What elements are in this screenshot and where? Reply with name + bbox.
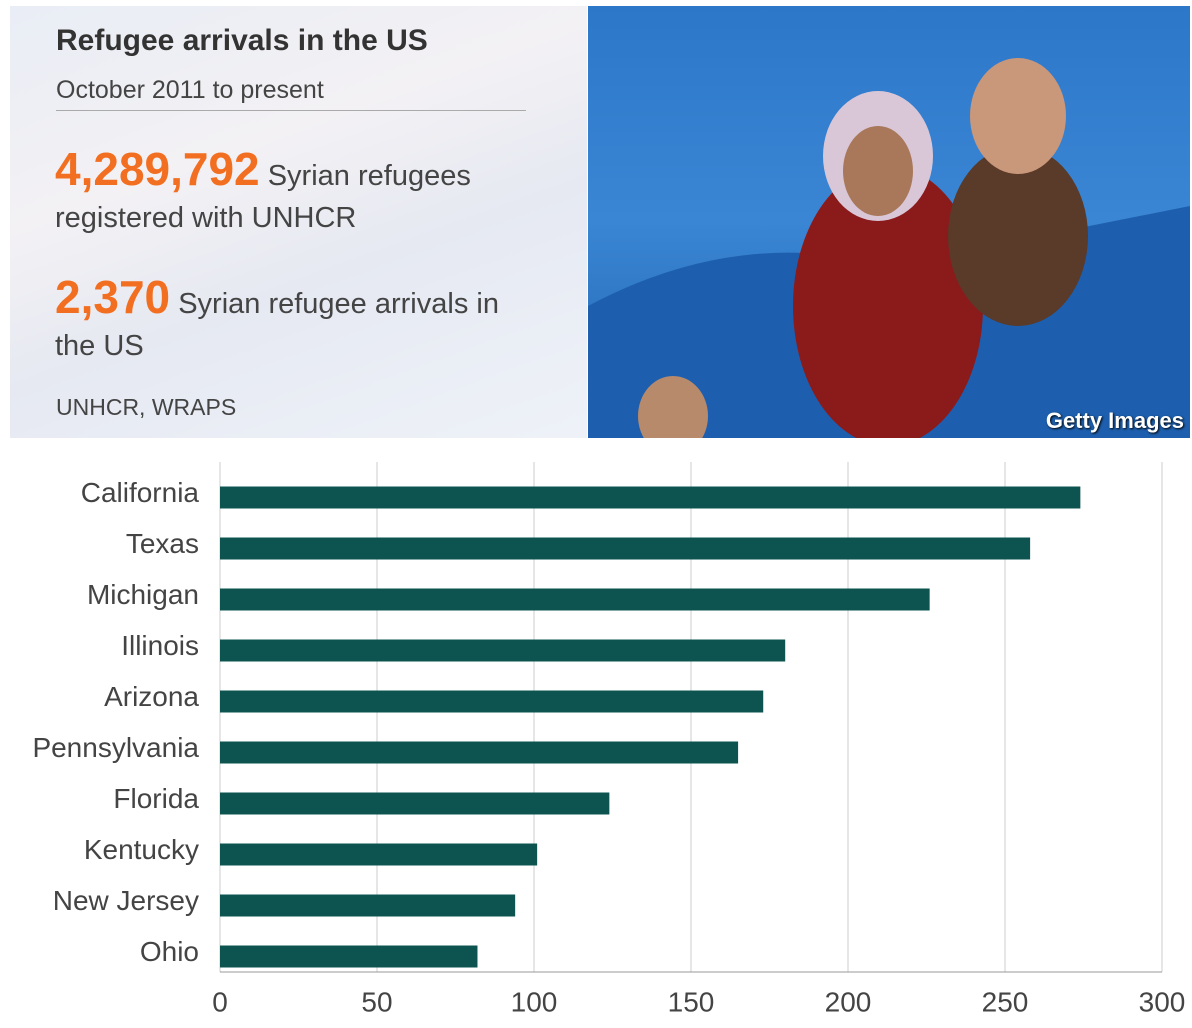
- bar: [220, 588, 930, 611]
- x-tick-label: 50: [361, 986, 392, 1017]
- y-tick-label: Ohio: [140, 936, 199, 967]
- stat-text: Syrian refugee arrivals in the US: [55, 288, 499, 362]
- child-face: [970, 58, 1066, 174]
- bar: [220, 843, 538, 866]
- y-tick-label: California: [81, 477, 200, 508]
- x-tick-label: 100: [511, 986, 558, 1017]
- x-tick-label: 0: [212, 986, 228, 1017]
- y-tick-label: Arizona: [104, 681, 199, 712]
- y-tick-label: Michigan: [87, 579, 199, 610]
- stat: 4,289,792 Syrian refugees registered wit…: [55, 146, 535, 239]
- source: UNHCR, WRAPS: [56, 394, 237, 420]
- subtitle: October 2011 to present: [56, 76, 324, 104]
- photo-credit: Getty Images: [1045, 408, 1184, 433]
- stat-text: Syrian refugees registered with UNHCR: [55, 160, 471, 234]
- stats-panel: Refugee arrivals in the US October 2011 …: [10, 6, 587, 438]
- bar: [220, 639, 786, 662]
- photo-art: [588, 58, 1190, 438]
- x-tick-label: 300: [1139, 986, 1186, 1017]
- bar: [220, 792, 610, 815]
- bar: [220, 945, 478, 968]
- stat: 2,370 Syrian refugee arrivals in the US: [55, 274, 535, 367]
- child: [948, 146, 1088, 326]
- stat-number: 4,289,792: [55, 143, 260, 195]
- bar: [220, 894, 516, 917]
- y-tick-label: Illinois: [121, 630, 199, 661]
- y-tick-label: Florida: [113, 783, 199, 814]
- divider: [56, 110, 526, 111]
- y-tick-label: Texas: [126, 528, 199, 559]
- bar: [220, 741, 739, 764]
- x-tick-label: 150: [668, 986, 715, 1017]
- y-tick-label: Kentucky: [84, 834, 199, 865]
- y-tick-label: Pennsylvania: [32, 732, 199, 763]
- title: Refugee arrivals in the US: [56, 24, 428, 57]
- stat-number: 2,370: [55, 271, 171, 323]
- bar: [220, 537, 1031, 560]
- x-tick-label: 200: [825, 986, 872, 1017]
- boy: [638, 376, 708, 438]
- figure: [793, 166, 983, 438]
- photo: Getty Images: [588, 6, 1190, 438]
- bar: [220, 486, 1081, 509]
- x-tick-label: 250: [982, 986, 1029, 1017]
- y-tick-label: New Jersey: [53, 885, 199, 916]
- bar: [220, 690, 764, 713]
- face: [843, 126, 913, 216]
